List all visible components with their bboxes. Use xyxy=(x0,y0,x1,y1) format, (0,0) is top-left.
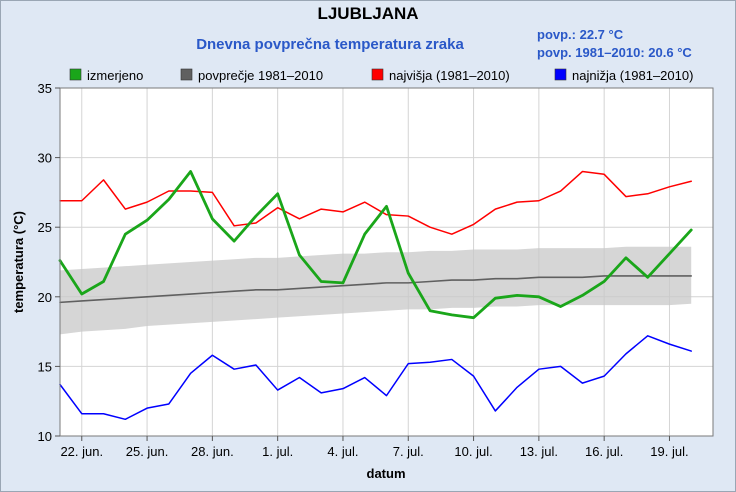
legend-swatch-measured xyxy=(69,68,82,81)
x-tick-label: 13. jul. xyxy=(520,444,558,459)
legend-label-measured: izmerjeno xyxy=(87,68,143,83)
series-line-average xyxy=(59,275,693,304)
chart-title: LJUBLJANA xyxy=(317,4,418,23)
x-axis: 22. jun. 25. jun. 28. jun. 1. jul. 4. jul. 7.… xyxy=(60,436,689,459)
y-tick-label: 10 xyxy=(38,429,52,444)
legend-label-lowest: najnižja (1981–2010) xyxy=(572,68,693,83)
legend-item-highest[interactable]: najvišja (1981–2010) xyxy=(371,68,510,83)
series-line-measured xyxy=(58,170,693,320)
x-tick-label: 28. jun. xyxy=(191,444,234,459)
legend-item-average[interactable]: povprečje 1981–2010 xyxy=(180,68,323,83)
plot-border xyxy=(59,87,714,437)
x-axis-title: datum xyxy=(367,466,406,481)
x-tick-label: 1. jul. xyxy=(262,444,293,459)
legend-swatch-average xyxy=(180,68,193,81)
y-tick-label: 30 xyxy=(38,151,52,166)
x-tick-label: 25. jun. xyxy=(126,444,169,459)
x-tick-label: 7. jul. xyxy=(393,444,424,459)
x-tick-label: 10. jul. xyxy=(454,444,492,459)
y-tick-label: 35 xyxy=(38,81,52,96)
average-range-band xyxy=(60,246,692,335)
y-tick-label: 25 xyxy=(38,220,52,235)
legend-swatch-highest xyxy=(371,68,384,81)
avg-current: povp.: 22.7 °C xyxy=(537,27,624,42)
legend-item-measured[interactable]: izmerjeno xyxy=(69,68,143,83)
legend-label-average: povprečje 1981–2010 xyxy=(198,68,323,83)
y-tick-label: 15 xyxy=(38,359,52,374)
x-tick-label: 19. jul. xyxy=(650,444,688,459)
x-tick-label: 22. jun. xyxy=(60,444,103,459)
series-line-highest xyxy=(59,170,692,235)
legend-item-lowest[interactable]: najnižja (1981–2010) xyxy=(554,68,693,83)
series-layer xyxy=(58,170,693,421)
chart-subtitle: Dnevna povprečna temperatura zraka xyxy=(196,36,464,53)
y-tick-label: 20 xyxy=(38,290,52,305)
x-tick-label: 4. jul. xyxy=(327,444,358,459)
y-axis: 10 15 20 25 30 35 xyxy=(38,81,60,444)
legend-swatch-lowest xyxy=(554,68,567,81)
series-line-lowest xyxy=(59,335,692,421)
avg-period: povp. 1981–2010: 20.6 °C xyxy=(537,45,692,60)
y-axis-title: temperatura (°C) xyxy=(11,211,26,313)
x-tick-label: 16. jul. xyxy=(585,444,623,459)
legend-label-highest: najvišja (1981–2010) xyxy=(389,68,510,83)
legend: izmerjeno povprečje 1981–2010 najvišja (… xyxy=(69,68,693,83)
